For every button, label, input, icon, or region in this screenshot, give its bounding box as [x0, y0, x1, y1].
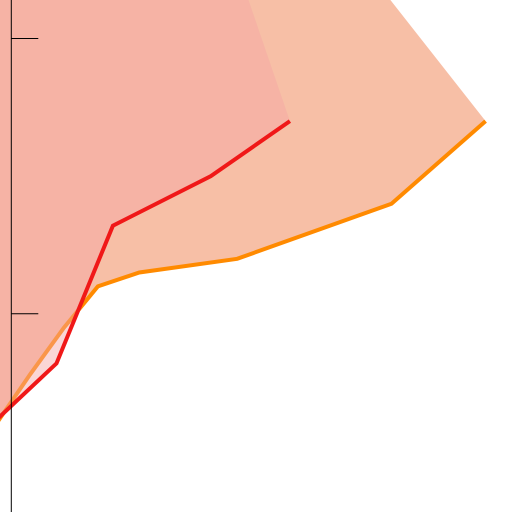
series-1-area-fill — [0, 0, 486, 419]
series-2-line — [0, 119, 292, 420]
